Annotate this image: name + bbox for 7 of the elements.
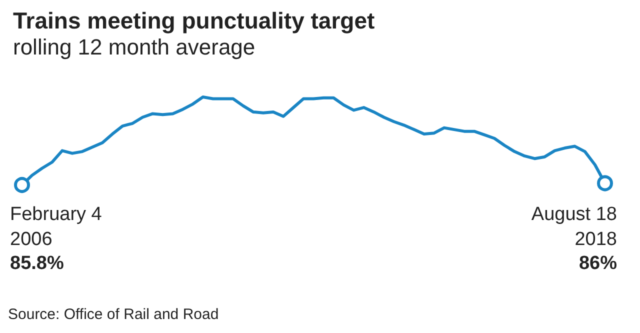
chart-subtitle: rolling 12 month average bbox=[13, 34, 256, 60]
text: 86% bbox=[578, 253, 618, 274]
text: February 4 2006 bbox=[10, 204, 102, 250]
source-note: Source: Office of Rail and Road bbox=[8, 306, 219, 323]
text: 85.8% bbox=[10, 253, 64, 274]
text: August 18 2018 bbox=[531, 204, 617, 250]
chart-title: Trains meeting punctuality target bbox=[13, 8, 376, 34]
